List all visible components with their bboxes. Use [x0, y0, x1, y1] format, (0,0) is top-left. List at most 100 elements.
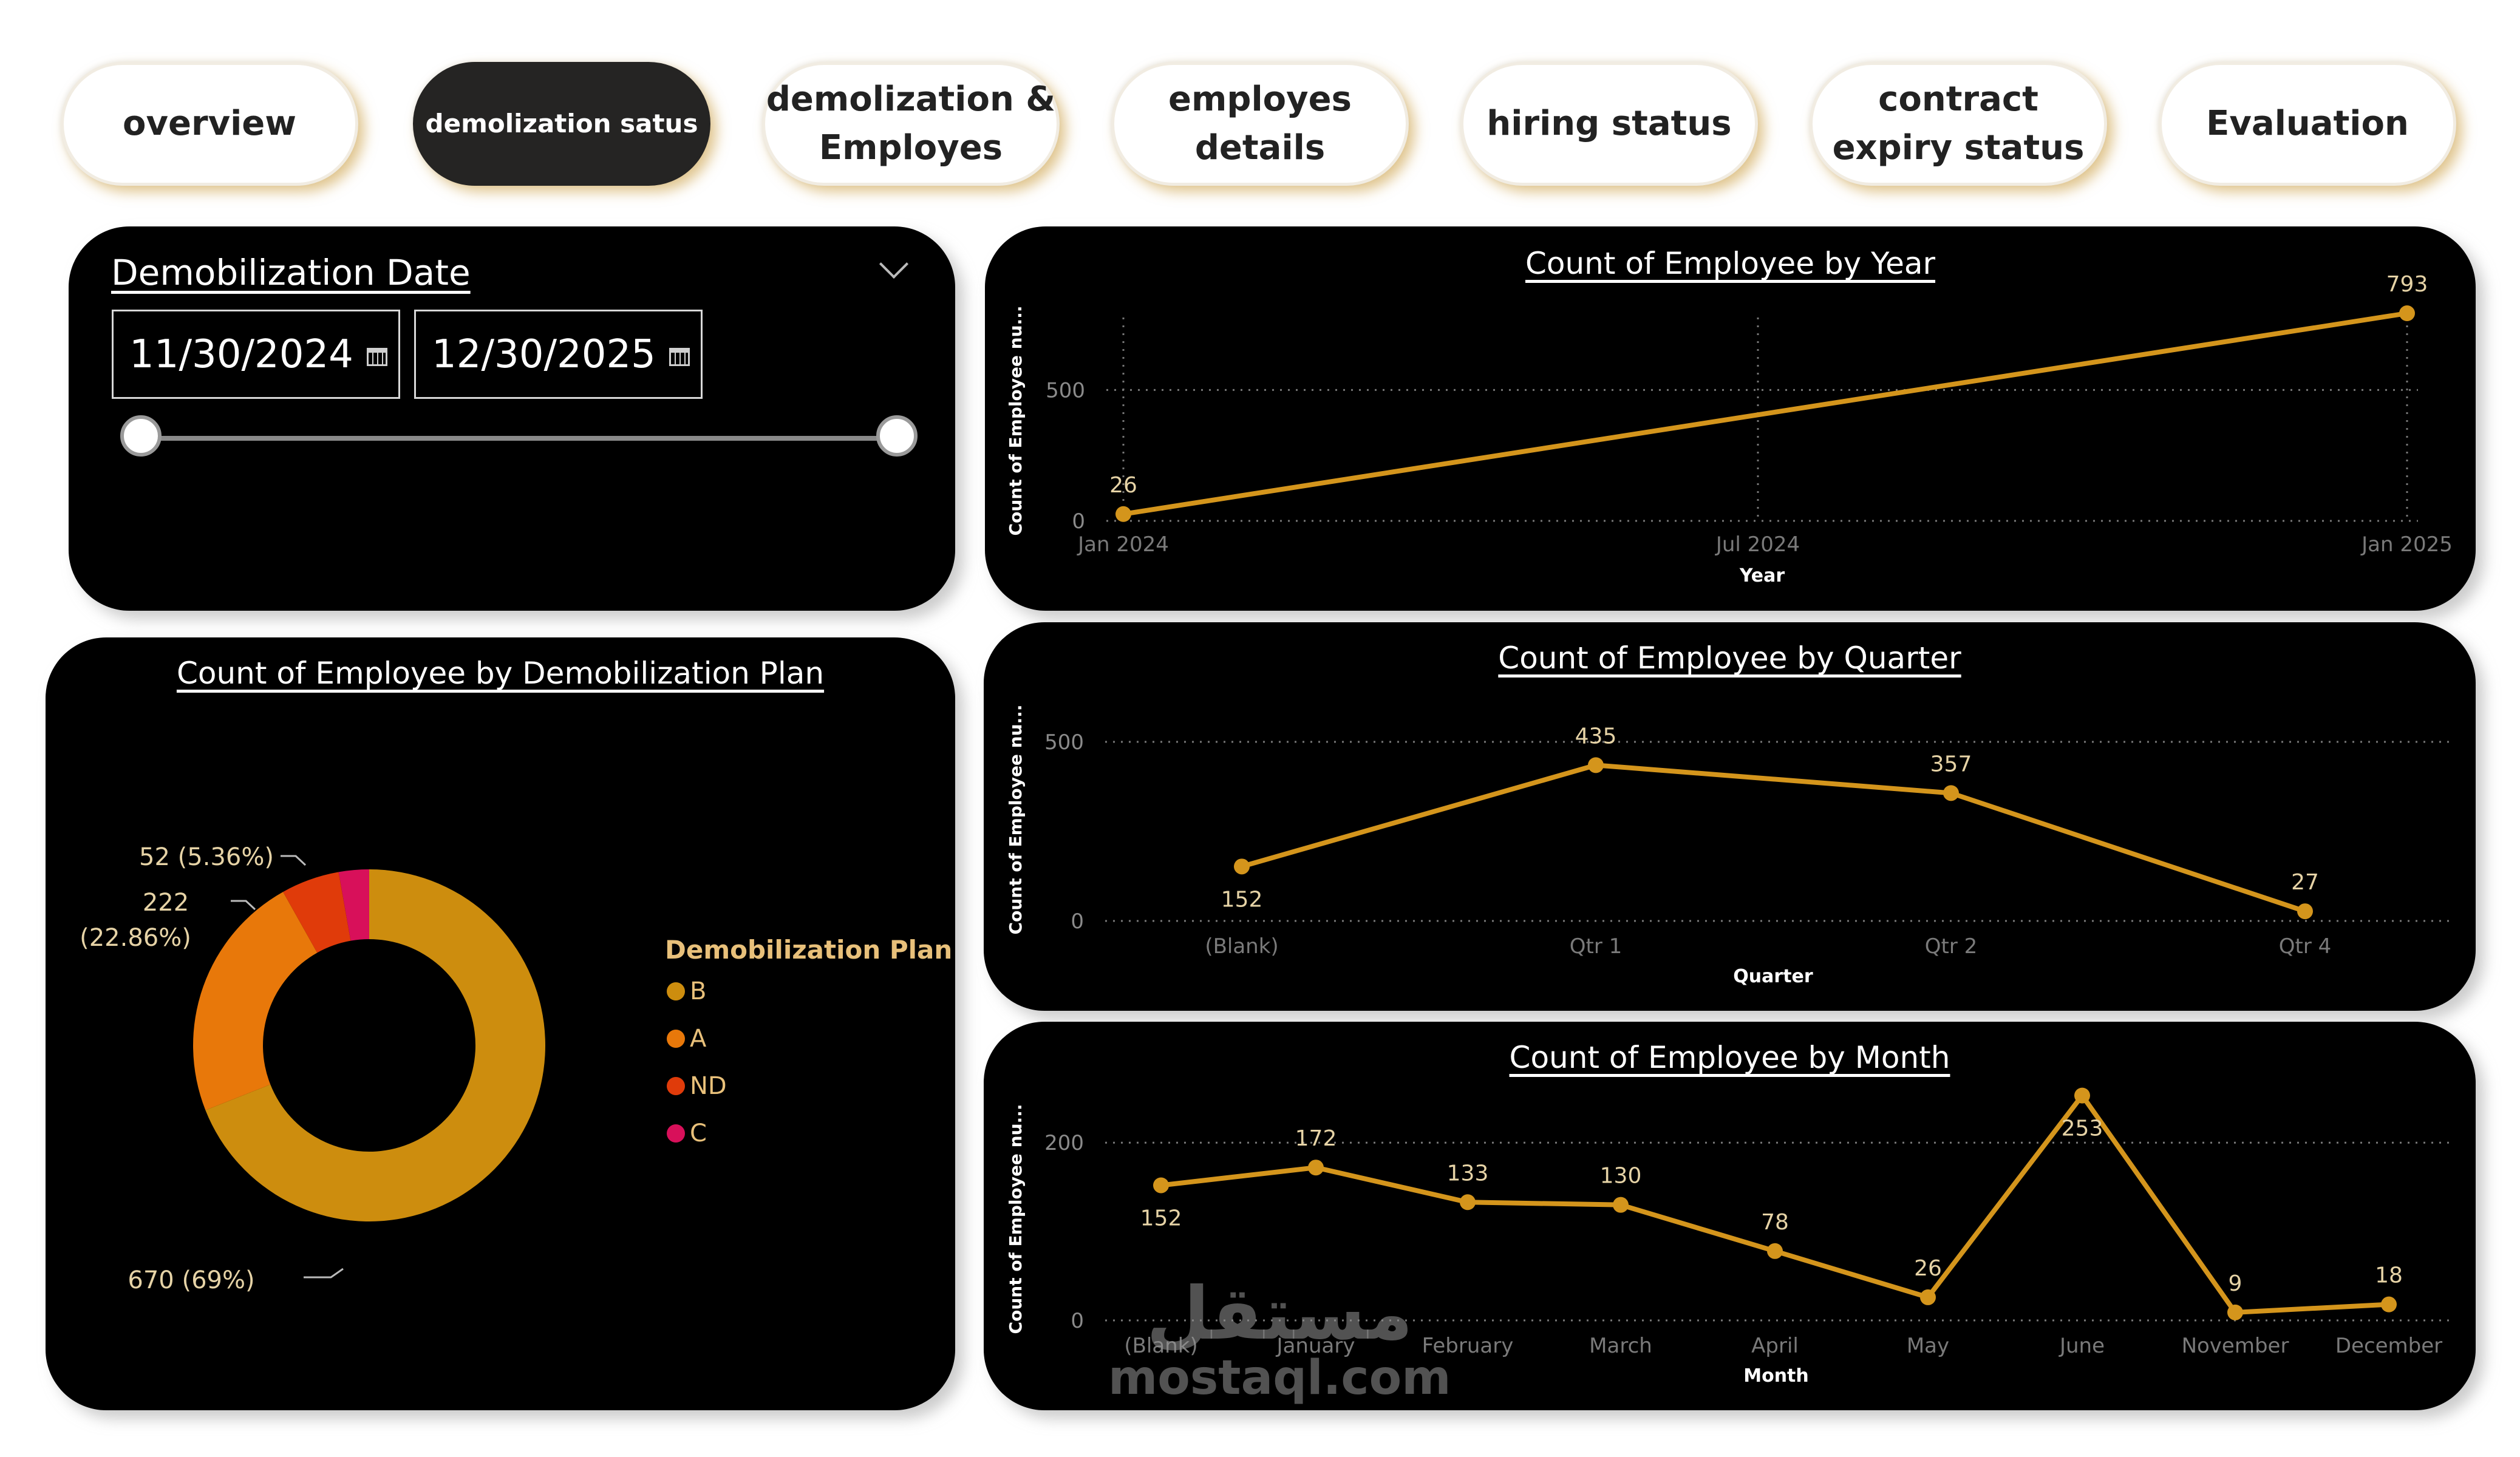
- data-label: 172: [1295, 1126, 1337, 1151]
- legend-item-b[interactable]: B: [667, 977, 706, 1005]
- tab-contract-expiry-status[interactable]: contract expiry status: [1810, 62, 2107, 186]
- series-line: [1123, 311, 2408, 517]
- legend-swatch: [667, 1124, 685, 1143]
- y-tick-label: 200: [1044, 1131, 1084, 1155]
- series-line: [1241, 762, 2306, 914]
- x-tick-label: (Blank): [1124, 1334, 1197, 1358]
- date-range-track[interactable]: [141, 436, 897, 441]
- data-label: 26: [1109, 473, 1137, 498]
- legend-label: ND: [690, 1072, 727, 1100]
- data-label: 9: [2229, 1271, 2242, 1296]
- x-tick-label: June: [2059, 1334, 2105, 1358]
- data-label: 78: [1761, 1210, 1789, 1235]
- legend-label: A: [690, 1025, 707, 1053]
- watermark-latin: mostaql.com: [1108, 1351, 1451, 1405]
- data-point: [2074, 1087, 2090, 1104]
- data-point: [1153, 1177, 1169, 1194]
- x-tick-label: December: [2335, 1334, 2442, 1358]
- month-chart-title: Count of Employee by Month: [1509, 1040, 1950, 1075]
- month-line-chart: 0 200 Month Count of Employee nu... (Blank) J…: [1006, 1087, 2450, 1387]
- start-date-value: 11/30/2024: [129, 331, 353, 377]
- data-label: 793: [2386, 272, 2428, 297]
- data-point: [1460, 1194, 1476, 1211]
- y-tick-label: 500: [1046, 378, 1085, 402]
- donut-data-label: (22.86%): [80, 924, 191, 952]
- date-slicer-title: Demobilization Date: [111, 252, 471, 293]
- x-tick-label: Jan 2025: [2360, 532, 2453, 557]
- tab-evaluation[interactable]: Evaluation: [2159, 62, 2456, 186]
- data-point: [1613, 1197, 1629, 1213]
- year-line-chart: 0 500 Year Count of Employee nu... Jan 2024 J…: [1006, 272, 2453, 586]
- plan-donut-chart: 670 (69%) 222 (22.86%) 52 (5.36%): [80, 843, 546, 1294]
- data-point: [1767, 1243, 1783, 1259]
- year-chart-title: Count of Employee by Year: [1525, 246, 1936, 281]
- data-point: [1308, 1160, 1324, 1176]
- watermark-arabic: مستقل: [1146, 1272, 1413, 1356]
- tab-hiring-status[interactable]: hiring status: [1460, 62, 1758, 186]
- donut-data-label: 222: [143, 889, 189, 917]
- data-label: 133: [1447, 1161, 1489, 1186]
- x-tick-label: Jul 2024: [1715, 532, 1800, 557]
- year-chart-panel: Count of Employee by Year 0 500 Year Count …: [985, 226, 2476, 611]
- end-date-input[interactable]: 12/30/2025: [414, 310, 703, 399]
- data-label: 26: [1914, 1256, 1942, 1281]
- month-chart-panel: Count of Employee by Month 0 200 Month Coun…: [984, 1022, 2476, 1410]
- legend-swatch: [667, 1030, 685, 1048]
- legend-label: B: [690, 977, 707, 1005]
- legend-title: Demobilization Plan: [665, 935, 953, 965]
- y-tick-label: 500: [1044, 730, 1084, 755]
- data-label: 435: [1575, 724, 1617, 749]
- x-tick-label: (Blank): [1205, 934, 1278, 959]
- data-label: 130: [1600, 1164, 1642, 1189]
- tab-demolization-status[interactable]: demolization satus: [413, 62, 710, 186]
- x-tick-label: March: [1589, 1334, 1652, 1358]
- legend-item-a[interactable]: A: [667, 1025, 706, 1053]
- y-tick-label: 0: [1071, 1309, 1084, 1333]
- quarter-chart-panel: Count of Employee by Quarter 0 500 Quarter…: [984, 622, 2476, 1011]
- leader-line: [304, 1268, 344, 1279]
- data-point: [2381, 1296, 2397, 1313]
- end-date-value: 12/30/2025: [432, 331, 656, 377]
- data-label: 18: [2375, 1263, 2403, 1288]
- data-point: [2399, 305, 2415, 322]
- legend-swatch: [667, 982, 685, 1000]
- calendar-icon[interactable]: [669, 348, 690, 366]
- start-date-input[interactable]: 11/30/2024: [112, 310, 400, 399]
- tab-employes-details[interactable]: employes details: [1111, 62, 1409, 186]
- x-tick-label: April: [1751, 1334, 1799, 1358]
- x-tick-label: November: [2182, 1334, 2289, 1358]
- leader-line: [281, 855, 307, 866]
- date-slicer-panel: [69, 226, 955, 611]
- range-start-handle[interactable]: [120, 415, 162, 457]
- watermark: مستقل mostaql.com: [1108, 1272, 1451, 1405]
- y-axis-label: Count of Employee nu...: [1006, 1104, 1026, 1334]
- calendar-icon[interactable]: [367, 348, 387, 366]
- x-axis-label: Year: [1739, 565, 1785, 586]
- donut-slice-c: [338, 869, 369, 941]
- legend-item-c[interactable]: C: [667, 1119, 707, 1147]
- data-point: [1234, 858, 1250, 875]
- x-tick-label: Qtr 4: [2279, 934, 2332, 959]
- data-point: [1943, 785, 1959, 801]
- tab-demolization-employes[interactable]: demolization & Employes: [762, 62, 1060, 186]
- donut-slice-b: [205, 869, 546, 1222]
- donut-data-label: 52 (5.36%): [139, 843, 274, 871]
- legend-item-nd[interactable]: ND: [667, 1072, 727, 1100]
- data-point: [2297, 903, 2313, 920]
- quarter-chart-title: Count of Employee by Quarter: [1498, 640, 1961, 676]
- leader-line: [231, 900, 256, 911]
- range-end-handle[interactable]: [876, 415, 918, 457]
- donut-slice-nd: [283, 872, 351, 953]
- x-tick-label: Qtr 2: [1925, 934, 1978, 959]
- plan-chart-title: Count of Employee by Demobilization Plan: [176, 656, 825, 691]
- data-point: [1920, 1289, 1936, 1305]
- quarter-line-chart: 0 500 Quarter Count of Employee nu... (Blank…: [1006, 705, 2450, 987]
- x-tick-label: January: [1276, 1334, 1355, 1358]
- data-point: [1588, 757, 1604, 773]
- data-label: 253: [2062, 1116, 2103, 1141]
- tab-overview[interactable]: overview: [61, 62, 358, 186]
- x-tick-label: February: [1422, 1334, 1514, 1358]
- data-label: 27: [2291, 870, 2319, 895]
- y-axis-label: Count of Employee nu...: [1006, 306, 1026, 536]
- donut-data-label: 670 (69%): [128, 1266, 254, 1294]
